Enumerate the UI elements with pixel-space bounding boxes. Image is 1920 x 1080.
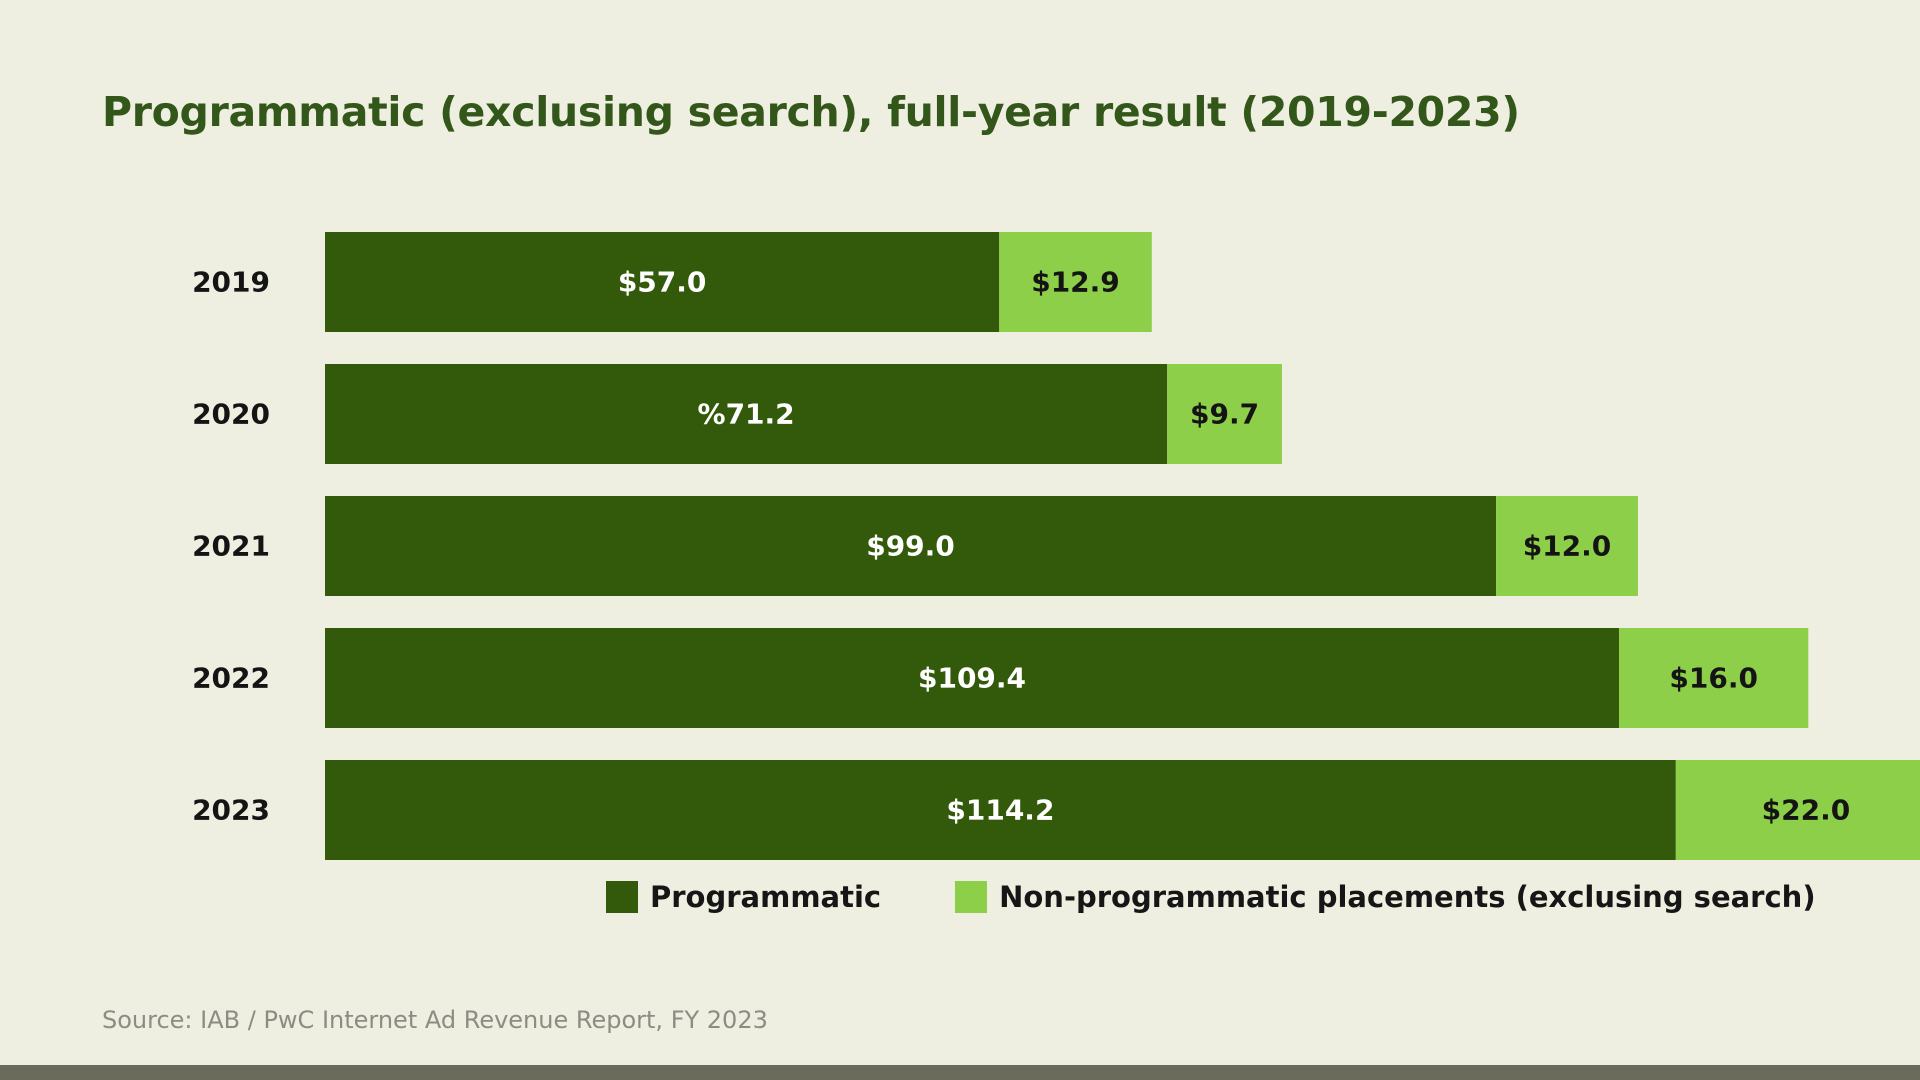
legend: Programmatic Non-programmatic placements… <box>606 880 1816 914</box>
value-label-programmatic-2020: %71.2 <box>698 398 795 431</box>
bar-non-programmatic-2022 <box>1619 628 1809 728</box>
value-label-programmatic-2019: $57.0 <box>618 266 707 299</box>
legend-label-non-programmatic: Non-programmatic placements (exclusing s… <box>999 880 1816 914</box>
bar-programmatic-2020 <box>325 364 1168 464</box>
legend-item-programmatic: Programmatic <box>606 880 881 914</box>
legend-label-programmatic: Programmatic <box>650 880 882 914</box>
bar-programmatic-2021 <box>325 496 1497 596</box>
year-label-2023: 2023 <box>192 794 270 827</box>
bar-programmatic-2022 <box>325 628 1620 728</box>
year-label-2021: 2021 <box>192 530 270 563</box>
chart-title: Programmatic (exclusing search), full-ye… <box>102 88 1520 136</box>
bar-non-programmatic-2019 <box>999 232 1152 332</box>
legend-item-non-programmatic: Non-programmatic placements (exclusing s… <box>955 880 1816 914</box>
footer-bar <box>0 1065 1920 1080</box>
value-label-programmatic-2023: $114.2 <box>946 794 1054 827</box>
bar-programmatic-2019 <box>325 232 1000 332</box>
year-label-2020: 2020 <box>192 398 270 431</box>
legend-swatch-non-programmatic <box>955 881 988 913</box>
bar-programmatic-2023 <box>325 760 1676 860</box>
bar-non-programmatic-2021 <box>1496 496 1638 596</box>
bar-non-programmatic-2020 <box>1167 364 1282 464</box>
value-label-non-programmatic-2023: $22.0 <box>1762 794 1851 827</box>
bar-non-programmatic-2023 <box>1675 760 1920 860</box>
year-label-2019: 2019 <box>192 266 270 299</box>
value-label-programmatic-2021: $99.0 <box>866 530 955 563</box>
source-note: Source: IAB / PwC Internet Ad Revenue Re… <box>102 1006 768 1034</box>
legend-swatch-programmatic <box>606 881 638 913</box>
value-label-non-programmatic-2021: $12.0 <box>1523 530 1612 563</box>
value-label-programmatic-2022: $109.4 <box>918 662 1026 695</box>
value-label-non-programmatic-2022: $16.0 <box>1669 662 1758 695</box>
value-label-non-programmatic-2020: $9.7 <box>1190 398 1259 431</box>
year-label-2022: 2022 <box>192 662 270 695</box>
value-label-non-programmatic-2019: $12.9 <box>1031 266 1120 299</box>
